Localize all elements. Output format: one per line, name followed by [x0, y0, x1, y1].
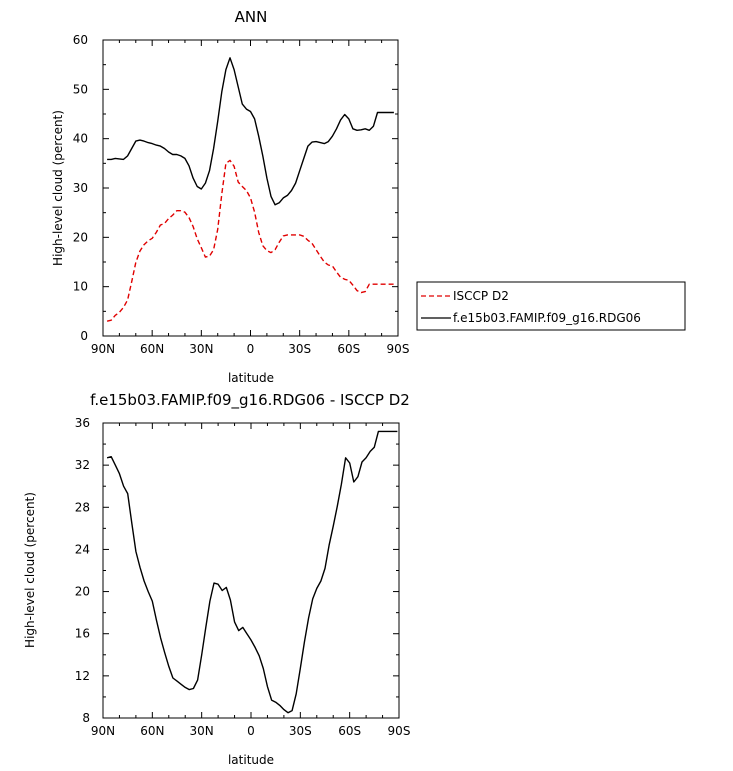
legend: ISCCP D2 f.e15b03.FAMIP.f09_g16.RDG06 — [416, 281, 686, 331]
top-x-tick-label: 30S — [288, 342, 311, 356]
bottom-y-tick-label: 28 — [75, 500, 90, 514]
top-x-tick-label: 60S — [337, 342, 360, 356]
top-y-tick-label: 0 — [80, 329, 88, 343]
bottom-x-tick-label: 0 — [247, 724, 255, 738]
bottom-y-axis-label: High-level cloud (percent) — [23, 492, 37, 648]
top-y-tick-label: 20 — [73, 230, 88, 244]
top-x-tick-label: 90N — [91, 342, 115, 356]
bottom-chart-title: f.e15b03.FAMIP.f09_g16.RDG06 - ISCCP D2 — [90, 391, 410, 410]
top-y-tick-label: 10 — [73, 280, 88, 294]
bottom-x-tick-label: 30N — [190, 724, 214, 738]
bottom-y-tick-label: 8 — [82, 711, 90, 725]
bottom-x-tick-label: 90N — [91, 724, 115, 738]
top-y-tick-label: 40 — [73, 132, 88, 146]
bottom-x-tick-label: 60S — [338, 724, 361, 738]
bottom-plot-frame — [102, 422, 400, 719]
top-plot-frame — [102, 39, 399, 337]
bottom-y-tick-label: 36 — [75, 416, 90, 430]
top-series-group — [106, 57, 394, 322]
top-x-tick-label: 30N — [189, 342, 213, 356]
top-chart-title: ANN — [235, 8, 268, 26]
bottom-x-tick-label: 60N — [140, 724, 164, 738]
bottom-x-tick-label: 90S — [388, 724, 411, 738]
top-x-axis-label: latitude — [228, 371, 274, 385]
top-x-tick-label: 0 — [247, 342, 255, 356]
top-y-tick-label: 50 — [73, 82, 88, 96]
bottom-panel: f.e15b03.FAMIP.f09_g16.RDG06 - ISCCP D2 … — [23, 391, 410, 767]
top-axis-ticks: 90N 60N 30N 0 30S 60S 90S 0 10 20 30 40 50 60 — [73, 33, 410, 356]
top-y-tick-label: 30 — [73, 181, 88, 195]
bottom-y-tick-label: 32 — [75, 458, 90, 472]
legend-frame — [416, 281, 686, 331]
bottom-y-tick-label: 20 — [75, 585, 90, 599]
top-y-tick-label: 60 — [73, 33, 88, 47]
top-panel: ANN 90N 60N 30N 0 30S 60S 90S 0 10 20 30 40 50 60 lat… — [51, 8, 686, 385]
bottom-y-tick-label: 16 — [75, 627, 90, 641]
legend-label-model: f.e15b03.FAMIP.f09_g16.RDG06 — [453, 311, 641, 325]
top-series-line-0 — [106, 159, 394, 322]
top-x-tick-label: 90S — [387, 342, 410, 356]
bottom-axis-ticks: 90N 60N 30N 0 30S 60S 90S 8 12 16 20 24 28 32 36 — [75, 416, 411, 738]
bottom-y-tick-label: 24 — [75, 542, 90, 556]
legend-label-isccp: ISCCP D2 — [453, 289, 509, 303]
bottom-x-axis-label: latitude — [228, 753, 274, 767]
bottom-series-group — [106, 430, 398, 714]
top-x-tick-label: 60N — [140, 342, 164, 356]
bottom-series-line-0 — [106, 430, 398, 714]
bottom-x-tick-label: 30S — [289, 724, 312, 738]
top-series-line-1 — [107, 57, 394, 206]
top-y-axis-label: High-level cloud (percent) — [51, 110, 65, 266]
bottom-y-tick-label: 12 — [75, 669, 90, 683]
